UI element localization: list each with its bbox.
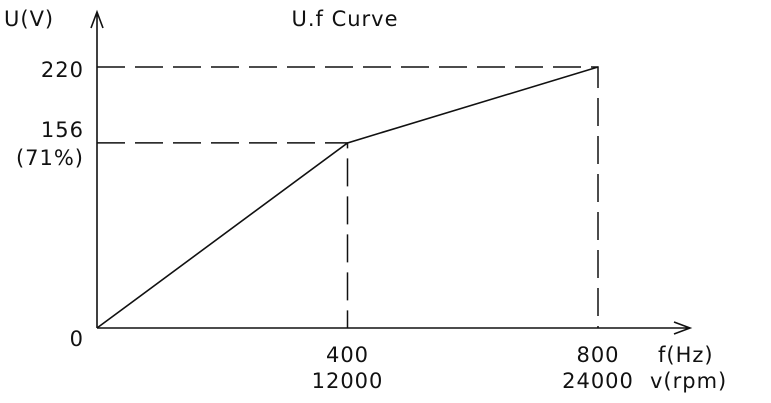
- y-axis: [90, 9, 104, 328]
- annotation: (71%): [16, 146, 84, 170]
- x2-axis-label: v(rpm): [650, 369, 727, 393]
- x2-tick-label: 24000: [562, 369, 634, 393]
- chart-title: U.f Curve: [291, 7, 398, 31]
- x-tick-label: 400: [326, 343, 369, 367]
- y-tick-label: 220: [41, 58, 84, 82]
- x-axis-label: f(Hz): [658, 343, 714, 367]
- x-tick-label: 800: [576, 343, 619, 367]
- y-axis-label: U(V): [4, 7, 54, 31]
- curve: [96, 66, 599, 329]
- y-tick-label: 0: [70, 327, 84, 351]
- y-tick-label: 156: [41, 118, 84, 142]
- x-axis: [97, 321, 693, 335]
- x2-tick-label: 12000: [312, 369, 384, 393]
